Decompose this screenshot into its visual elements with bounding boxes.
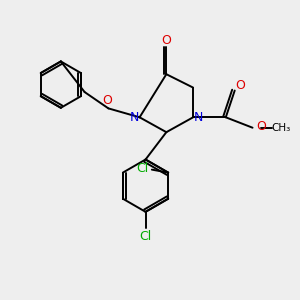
Text: N: N [194,111,203,124]
Text: O: O [102,94,112,107]
Text: O: O [256,120,266,133]
Text: Cl: Cl [136,162,148,175]
Text: CH₃: CH₃ [272,123,291,133]
Text: N: N [130,111,139,124]
Text: O: O [161,34,171,47]
Text: Cl: Cl [140,230,152,243]
Text: O: O [235,79,245,92]
